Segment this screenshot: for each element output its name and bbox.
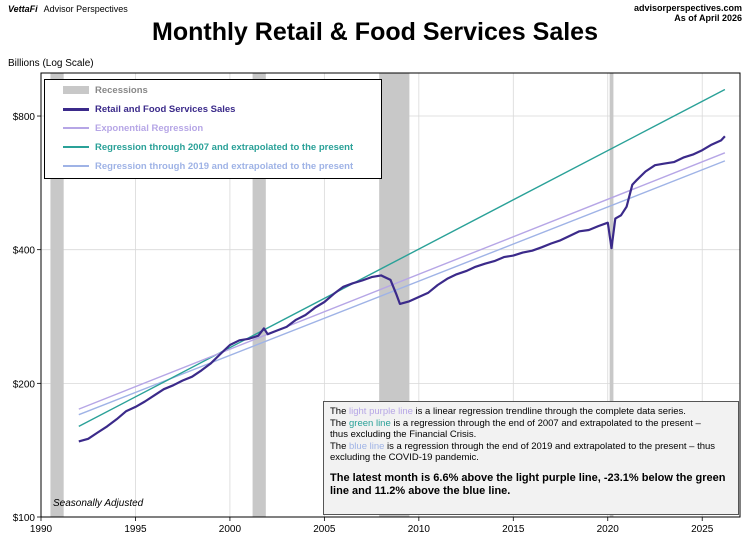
note-line-2b: thus excluding the Financial Crisis. bbox=[330, 429, 477, 440]
series-line-retail bbox=[78, 135, 726, 443]
x-tick-label: 1995 bbox=[124, 524, 147, 535]
brand: VettaFi Advisor Perspectives bbox=[8, 4, 128, 14]
note-box: The light purple line is a linear regres… bbox=[323, 401, 739, 515]
series-line-exp-regression bbox=[78, 152, 726, 410]
y-tick-label: $400 bbox=[13, 246, 36, 257]
note-highlight-blue: blue line bbox=[349, 440, 385, 452]
note-text: The bbox=[330, 417, 350, 429]
note-text: is a regression through the end of 2019 … bbox=[384, 440, 716, 452]
x-tick-label: 2000 bbox=[219, 524, 242, 535]
legend-item-exp: Exponential Regression bbox=[45, 121, 203, 135]
x-tick-label: 2015 bbox=[502, 524, 525, 535]
legend-item-recessions: Recessions bbox=[45, 83, 148, 97]
source-block: advisorperspectives.com As of April 2026 bbox=[634, 3, 742, 23]
note-summary: The latest month is 6.6% above the light… bbox=[330, 471, 726, 497]
legend-swatch-exp bbox=[63, 127, 89, 129]
legend-label-retail: Retail and Food Services Sales bbox=[95, 103, 236, 115]
note-text: is a linear regression trendline through… bbox=[412, 406, 686, 417]
x-tick-label: 1990 bbox=[30, 524, 53, 535]
recession-band bbox=[50, 73, 64, 517]
note-text: The bbox=[330, 406, 350, 417]
note-line-1: The light purple line is a linear regres… bbox=[330, 406, 732, 418]
legend-swatch-retail bbox=[63, 107, 89, 111]
legend-label-exp: Exponential Regression bbox=[95, 122, 204, 134]
legend-label-green: Regression through 2007 and extrapolated… bbox=[95, 141, 354, 153]
brand-logo: VettaFi bbox=[8, 4, 38, 14]
legend-item-blue: Regression through 2019 and extrapolated… bbox=[45, 159, 353, 173]
note-highlight-green: green line bbox=[349, 417, 391, 429]
note-highlight-purple: light purple line bbox=[349, 406, 413, 417]
legend-item-green: Regression through 2007 and extrapolated… bbox=[45, 140, 353, 154]
x-tick-label: 2020 bbox=[597, 524, 620, 535]
y-tick-label: $100 bbox=[13, 513, 36, 524]
plot-border bbox=[40, 72, 741, 518]
legend-swatch-recessions bbox=[63, 86, 89, 94]
y-tick-label: $800 bbox=[13, 112, 36, 123]
note-text: The bbox=[330, 440, 350, 452]
note-line-2: The green line is a regression through t… bbox=[330, 418, 732, 430]
x-tick-label: 2010 bbox=[408, 524, 431, 535]
legend-label-blue: Regression through 2019 and extrapolated… bbox=[95, 160, 354, 172]
x-tick-label: 2005 bbox=[313, 524, 336, 535]
recession-band bbox=[609, 73, 614, 517]
legend-swatch-green bbox=[63, 146, 89, 148]
note-text: is a regression through the end of 2007 … bbox=[390, 417, 701, 429]
source-date: As of April 2026 bbox=[674, 13, 742, 23]
seasonal-label: Seasonally Adjusted bbox=[53, 498, 144, 509]
note-line-3b: excluding the COVID-19 pandemic. bbox=[330, 452, 479, 463]
legend-label-recessions: Recessions bbox=[95, 84, 148, 96]
legend: Recessions Retail and Food Services Sale… bbox=[44, 79, 382, 179]
source-site: advisorperspectives.com bbox=[633, 3, 742, 13]
series-line-green-regression bbox=[78, 88, 726, 428]
legend-item-retail: Retail and Food Services Sales bbox=[45, 102, 235, 116]
y-axis-label: Billions (Log Scale) bbox=[8, 58, 94, 69]
x-tick-label: 2025 bbox=[691, 524, 714, 535]
note-line-3: The blue line is a regression through th… bbox=[330, 441, 732, 453]
y-tick-label: $200 bbox=[13, 379, 36, 390]
legend-swatch-blue bbox=[63, 165, 89, 167]
chart-title: Monthly Retail & Food Services Sales bbox=[152, 18, 598, 46]
series-line-blue-regression bbox=[78, 160, 726, 416]
brand-sub: Advisor Perspectives bbox=[43, 4, 128, 14]
recession-band bbox=[252, 73, 266, 517]
